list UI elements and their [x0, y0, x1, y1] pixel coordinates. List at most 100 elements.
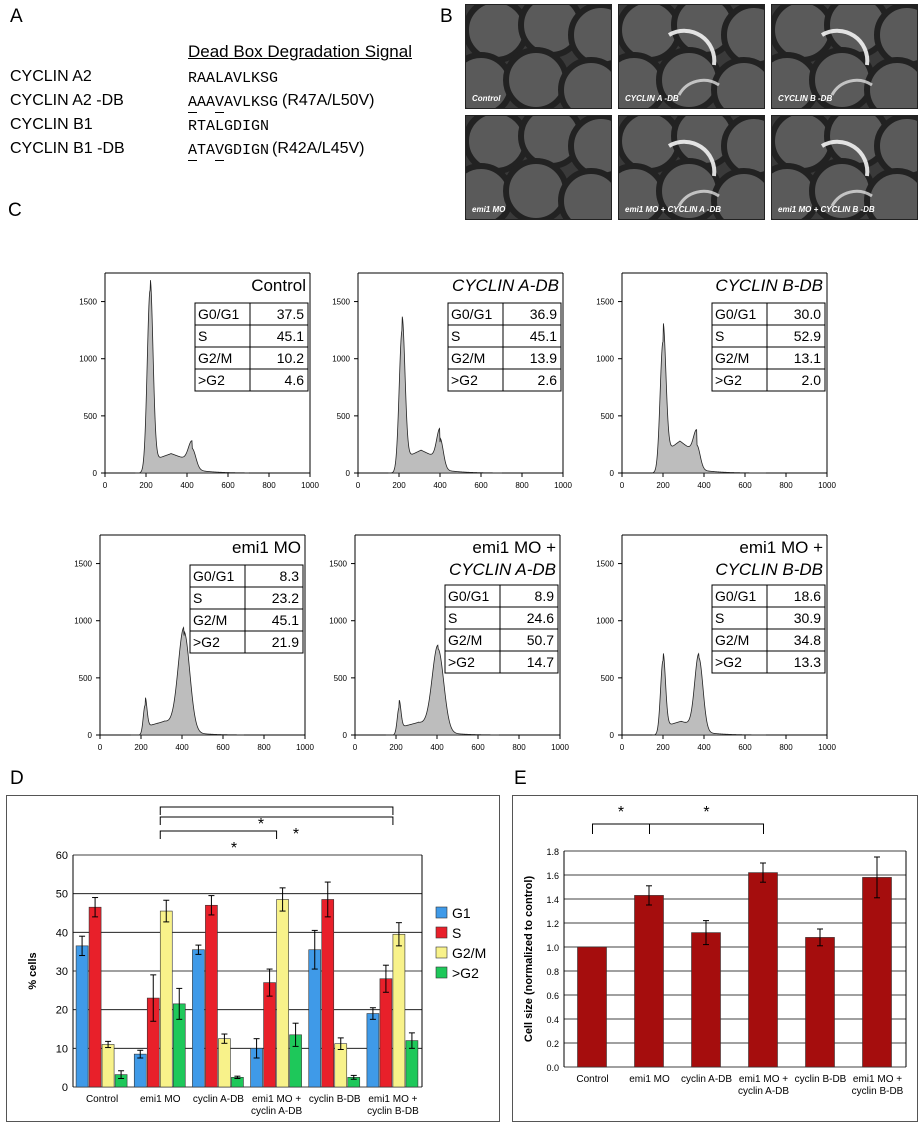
table-phase: G2/M [715, 350, 749, 366]
table-phase: >G2 [448, 654, 475, 670]
histogram-title: CYCLIN B-DB [715, 560, 823, 579]
x-tick-label: 600 [471, 743, 485, 752]
y-tick-label: 1500 [332, 298, 350, 307]
table-phase: G0/G1 [451, 306, 492, 322]
table-value: 14.7 [527, 654, 554, 670]
x-category-label: Control [576, 1074, 608, 1085]
x-tick-label: 1000 [818, 481, 836, 490]
x-tick-label: 800 [779, 481, 793, 490]
gene-name: CYCLIN B1 -DB [10, 140, 125, 157]
mutation-underline [215, 112, 224, 113]
table-value: 34.8 [794, 632, 821, 648]
y-tick-label: 0 [610, 469, 615, 478]
table-phase: >G2 [451, 372, 478, 388]
legend-swatch [435, 946, 448, 959]
y-tick-label: 0 [610, 731, 615, 740]
y-tick-label: 1.8 [546, 847, 559, 857]
x-tick-label: 200 [134, 743, 148, 752]
table-value: 45.1 [530, 328, 557, 344]
micrograph-label: emi1 MO [472, 205, 506, 214]
significance-bracket [159, 816, 394, 825]
bar [159, 910, 173, 1088]
mutation-note: (R47A/L50V) [282, 92, 375, 109]
x-tick-label: 0 [103, 481, 108, 490]
table-phase: S [448, 610, 457, 626]
x-tick-label: 200 [656, 481, 670, 490]
x-tick-label: 400 [175, 743, 189, 752]
x-tick-label: 600 [216, 743, 230, 752]
table-phase: >G2 [715, 372, 742, 388]
y-tick-label: 500 [79, 674, 93, 683]
x-tick-label: 600 [474, 481, 488, 490]
bar [101, 1044, 115, 1088]
bar [75, 945, 89, 1088]
gene-name: CYCLIN A2 [10, 68, 92, 85]
table-cell [766, 368, 826, 392]
x-tick-label: 800 [515, 481, 529, 490]
y-tick-label: 40 [56, 927, 68, 939]
x-tick-label: 0 [356, 481, 361, 490]
table-value: 8.3 [280, 568, 300, 584]
table-value: 23.2 [272, 590, 299, 606]
sequence: ATAVGDIGN [188, 142, 270, 159]
table-value: 30.9 [794, 610, 821, 626]
bar [392, 933, 406, 1088]
table-phase: G2/M [198, 350, 232, 366]
x-category-label: emi1 MO [629, 1074, 670, 1085]
sequence: RAALAVLKSG [188, 70, 279, 87]
table-value: 10.2 [277, 350, 304, 366]
histogram: 0 200 400 600 800 1000 0 500 1000 1500 emi1 MO + CY… [329, 534, 569, 752]
y-tick-label: 0 [93, 469, 98, 478]
table-value: 52.9 [794, 328, 821, 344]
legend-label: G1 [452, 905, 471, 921]
legend-swatch [435, 906, 448, 919]
micrograph-image: emi1 MO + CYCLIN B -DB [771, 115, 918, 220]
table-phase: G2/M [448, 632, 482, 648]
panel-label-d: D [10, 768, 24, 789]
y-tick-label: 60 [56, 850, 68, 862]
histogram-title: Control [251, 276, 306, 295]
histogram: 0 200 400 600 800 1000 0 500 1000 1500 emi1 MO G0/G… [74, 534, 314, 752]
bar [321, 899, 335, 1088]
table-value: 2.6 [538, 372, 558, 388]
y-tick-label: 0 [88, 731, 93, 740]
table-value: 37.5 [277, 306, 304, 322]
table-cell [499, 650, 559, 674]
panel-b-micrographs: Control CYCLIN A -DB CYCLIN B -DB emi1 MO em… [465, 4, 918, 222]
bar [205, 904, 218, 1088]
bar [133, 1053, 147, 1088]
panel-label-a: A [10, 6, 23, 27]
micrograph-cells [466, 5, 611, 108]
table-value: 13.3 [794, 654, 821, 670]
table-value: 13.1 [794, 350, 821, 366]
micrograph-label: CYCLIN A -DB [625, 94, 679, 103]
y-tick-label: 1000 [74, 617, 92, 626]
table-value: 50.7 [527, 632, 554, 648]
x-category-label: cyclin A-DB [251, 1106, 302, 1117]
legend-label: S [452, 925, 461, 941]
panel-label-e: E [514, 768, 527, 789]
micrograph-label: CYCLIN B -DB [778, 94, 833, 103]
y-tick-label: 1500 [329, 560, 347, 569]
histogram-title: emi1 MO [232, 538, 301, 557]
x-tick-label: 1000 [818, 743, 836, 752]
y-tick-label: 1500 [596, 298, 614, 307]
x-tick-label: 800 [779, 743, 793, 752]
micrograph-cells [619, 116, 764, 219]
mutation-note: (R42A/L45V) [272, 140, 365, 157]
micrograph-cells [772, 116, 917, 219]
table-phase: G2/M [715, 632, 749, 648]
table-value: 2.0 [802, 372, 822, 388]
mutation-underline [215, 160, 224, 161]
x-tick-label: 400 [433, 481, 447, 490]
panel-e-chart: 0.0 0.2 0.4 0.6 0.8 1.0 1.2 1.4 1.6 1.8 Cell size … [523, 804, 907, 1097]
y-tick-label: 0.8 [546, 967, 559, 977]
x-category-label: emi1 MO + [252, 1094, 301, 1105]
histogram: 0 200 400 600 800 1000 0 500 1000 1500 Control G0/G… [79, 272, 319, 490]
table-value: 45.1 [272, 612, 299, 628]
bar [379, 978, 393, 1088]
table-value: 30.0 [794, 306, 821, 322]
degradation-signal-header: Dead Box Degradation Signal [188, 42, 412, 61]
table-phase: G0/G1 [715, 306, 756, 322]
x-tick-label: 200 [656, 743, 670, 752]
